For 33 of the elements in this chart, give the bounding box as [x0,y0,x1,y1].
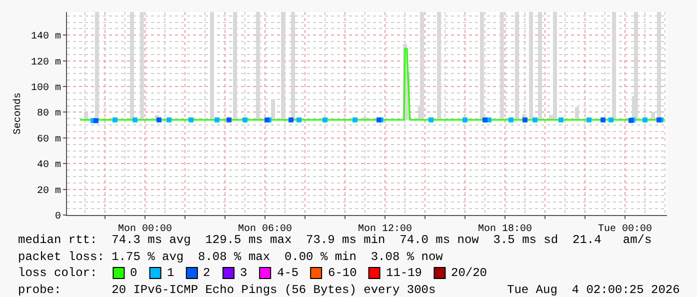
legend-label: 2 [203,266,210,280]
y-tick-label: 60 m [36,134,61,146]
text: probe: 20 IPv6-ICMP Echo Pings (56 Bytes) every 300s [18,283,436,297]
x-tick-label: Tue 00:00 [598,224,652,235]
x-tick-label: Mon 06:00 [238,224,292,235]
legend-title: loss color: [18,266,98,280]
legend-label: 11-19 [386,266,422,280]
y-axis-title: Seconds [12,92,24,135]
y-tick-label: 40 m [36,160,61,172]
text: Tue Aug 4 02:00:25 2026 [507,283,680,297]
bar [529,12,533,120]
x-tick-label: Mon 12:00 [358,224,412,235]
legend-label: 0 [130,266,138,280]
text: packet loss: 1.75 % avg 8.08 % max 0.00 % min 3.08 % now [18,250,444,264]
x-tick-label: Mon 18:00 [478,224,532,235]
bar [612,12,616,120]
y-tick-label: 140 m [30,32,61,43]
legend-label: 4-5 [277,266,299,280]
legend-label: 3 [240,266,248,280]
bar [271,99,275,120]
y-tick-label: 120 m [30,57,61,68]
bar [553,12,557,120]
legend-label: 6-10 [328,266,357,280]
x-tick-label: Mon 00:00 [118,224,172,235]
legend-label: 20/20 [451,266,488,280]
bar [420,12,424,120]
y-tick-label: 100 m [30,83,61,94]
legend-label: 1 [167,266,174,280]
y-tick-label: 80 m [36,108,61,120]
bar [210,12,214,120]
y-tick-label: 0 [54,212,61,222]
y-tick-label: 20 m [36,186,61,197]
text: median rtt: 74.3 ms avg 129.5 ms max 73.9 ms min 74.0 ms now 3.5 ms sd 21.4 am/s [18,233,652,247]
